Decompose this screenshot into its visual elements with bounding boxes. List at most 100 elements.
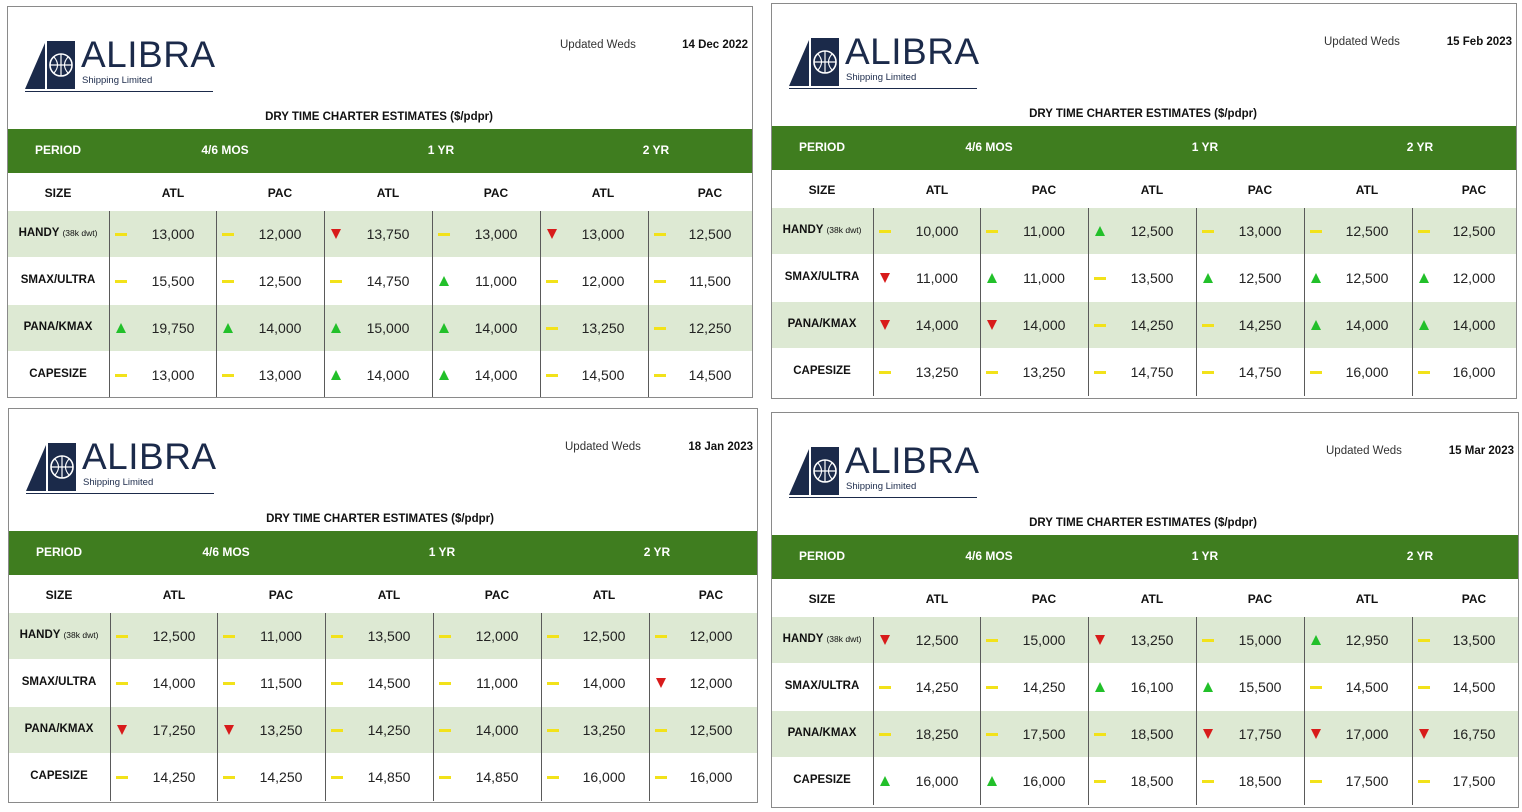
up-triangle-icon: [986, 774, 998, 786]
update-date: 14 Dec 2022: [682, 39, 748, 51]
rate-value: 12,250: [688, 320, 732, 336]
rate-value: 17,500: [1345, 773, 1389, 789]
flat-dash-icon: [1418, 633, 1430, 645]
flat-dash-icon: [654, 321, 666, 333]
flat-dash-icon: [223, 629, 235, 641]
rate-value: 18,500: [1238, 773, 1282, 789]
row-label: HANDY (38k dwt): [8, 227, 108, 239]
column-divider: [1088, 617, 1089, 805]
rate-value: 12,500: [152, 628, 196, 644]
column-divider: [648, 211, 649, 397]
down-triangle-icon: [879, 271, 891, 283]
size-header-cell: PAC: [1461, 592, 1487, 606]
rate-value: 14,750: [1238, 364, 1282, 380]
rate-value: 12,500: [582, 628, 626, 644]
rate-value: 14,850: [475, 769, 519, 785]
rate-value: 14,250: [1022, 679, 1066, 695]
size-header-cell: ATL: [162, 588, 186, 602]
down-triangle-icon: [546, 227, 558, 239]
column-divider: [980, 617, 981, 805]
rate-value: 14,500: [1452, 679, 1496, 695]
row-label-text: SMAX/ULTRA: [20, 274, 96, 286]
rate-value: 15,500: [151, 273, 195, 289]
table-row: HANDY (38k dwt) 13,000 12,000 13,750 13,000 1…: [8, 211, 752, 257]
rate-value: 13,250: [915, 364, 959, 380]
row-label-text: HANDY: [782, 633, 824, 645]
rate-value: 17,500: [1452, 773, 1496, 789]
rate-value: 18,500: [1130, 726, 1174, 742]
flat-dash-icon: [1202, 633, 1214, 645]
flat-dash-icon: [1094, 727, 1106, 739]
alibra-emblem-icon: [25, 41, 75, 89]
period-header-cell: 2 YR: [1406, 140, 1434, 154]
up-triangle-icon: [1202, 271, 1214, 283]
period-header-cell: PERIOD: [35, 545, 83, 559]
flat-dash-icon: [655, 629, 667, 641]
rate-value: 11,500: [689, 273, 731, 289]
period-header-cell: PERIOD: [798, 549, 846, 563]
row-label-text: PANA/KMAX: [23, 321, 93, 333]
column-divider: [873, 208, 874, 396]
column-divider: [1088, 208, 1089, 396]
table-row: SMAX/ULTRA 14,000 11,500 14,500 11,000 14,000…: [9, 660, 757, 706]
flat-dash-icon: [1094, 774, 1106, 786]
rate-value: 14,000: [1452, 317, 1496, 333]
column-divider: [216, 211, 217, 397]
updated-label: Updated Weds: [565, 441, 641, 453]
up-triangle-icon: [115, 321, 127, 333]
rate-value: 16,000: [915, 773, 959, 789]
alibra-emblem-icon: [789, 38, 839, 86]
row-label-text: HANDY: [782, 224, 824, 236]
rate-value: 14,000: [474, 367, 518, 383]
rate-value: 13,250: [1022, 364, 1066, 380]
size-header-cell: PAC: [1247, 183, 1273, 197]
flat-dash-icon: [116, 629, 128, 641]
rate-value: 14,750: [366, 273, 410, 289]
flat-dash-icon: [654, 274, 666, 286]
table-row: PANA/KMAX 17,250 13,250 14,250 14,000 13,250 1…: [9, 707, 757, 753]
rate-value: 16,000: [1022, 773, 1066, 789]
down-triangle-icon: [1202, 727, 1214, 739]
period-header-cell: 4/6 MOS: [202, 545, 250, 559]
column-divider: [432, 211, 433, 397]
rate-value: 12,500: [1130, 223, 1174, 239]
rate-value: 13,250: [1130, 632, 1174, 648]
size-header-cell: ATL: [377, 588, 401, 602]
updated-label: Updated Weds: [560, 39, 636, 51]
update-date: 15 Feb 2023: [1446, 36, 1512, 48]
brand-tagline: Shipping Limited: [82, 75, 153, 86]
size-header-cell: PAC: [268, 588, 294, 602]
rate-value: 16,000: [689, 769, 733, 785]
rate-value: 12,000: [1452, 270, 1496, 286]
rate-value: 12,500: [688, 226, 732, 242]
rate-panel: ALIBRA Shipping Limited Updated Weds 15 Feb…: [771, 3, 1517, 399]
rate-value: 16,750: [1452, 726, 1496, 742]
row-label-text: SMAX/ULTRA: [784, 680, 860, 692]
size-header-cell: SIZE: [45, 588, 73, 602]
column-divider: [1304, 617, 1305, 805]
flat-dash-icon: [879, 680, 891, 692]
row-label-sub: (38k dwt): [62, 228, 98, 238]
up-triangle-icon: [1094, 680, 1106, 692]
period-header-cell: PERIOD: [798, 140, 846, 154]
rate-value: 14,850: [367, 769, 411, 785]
row-label-sub: (38k dwt): [826, 225, 862, 235]
up-triangle-icon: [1418, 271, 1430, 283]
rate-value: 11,000: [1023, 270, 1065, 286]
row-label-text: SMAX/ULTRA: [21, 676, 97, 688]
row-label-sub: (38k dwt): [826, 634, 862, 644]
flat-dash-icon: [986, 680, 998, 692]
flat-dash-icon: [546, 321, 558, 333]
charter-table: PERIOD 4/6 MOS 1 YR 2 YR SIZE ATL PAC ATL PAC ATL…: [8, 129, 752, 397]
flat-dash-icon: [439, 629, 451, 641]
flat-dash-icon: [223, 676, 235, 688]
row-label-text: SMAX/ULTRA: [784, 271, 860, 283]
flat-dash-icon: [115, 274, 127, 286]
up-triangle-icon: [330, 321, 342, 333]
flat-dash-icon: [222, 368, 234, 380]
row-label: PANA/KMAX: [772, 727, 872, 739]
row-label: HANDY (38k dwt): [9, 629, 109, 641]
alibra-logo: ALIBRA Shipping Limited: [787, 441, 997, 501]
table-row: SMAX/ULTRA 14,250 14,250 16,100 15,500 14,500…: [772, 664, 1518, 710]
flat-dash-icon: [115, 227, 127, 239]
